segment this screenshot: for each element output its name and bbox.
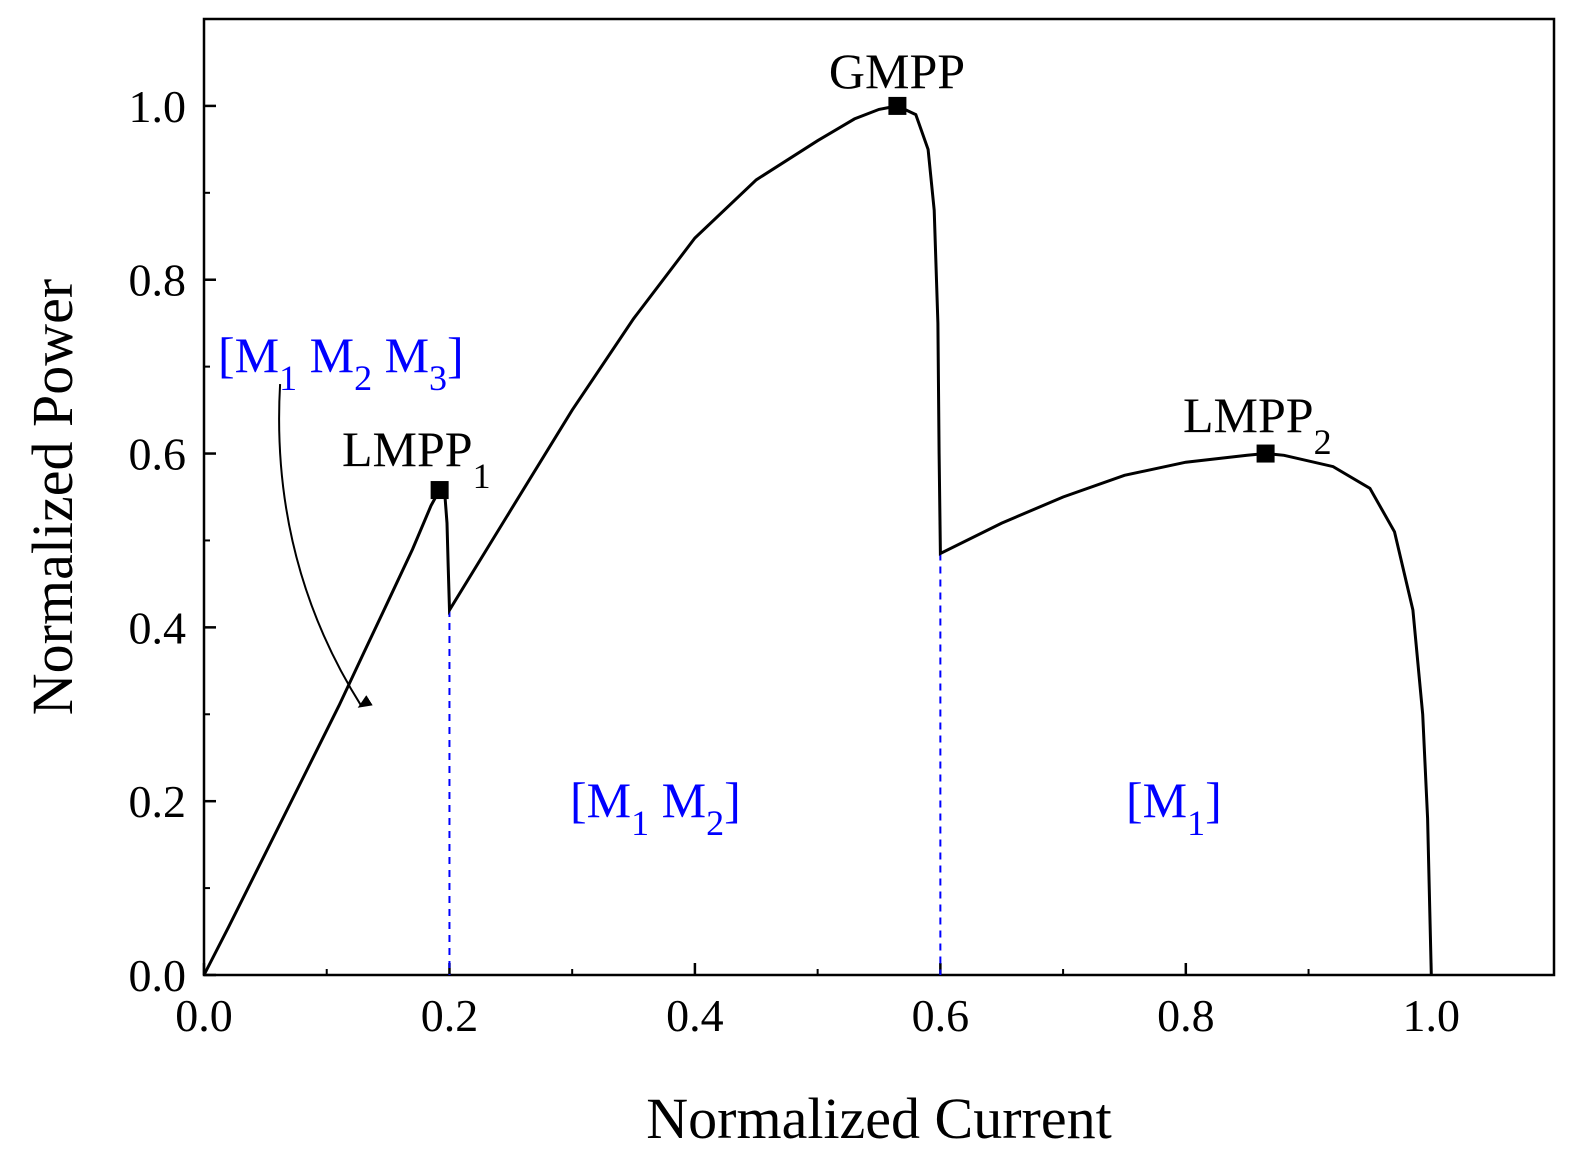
- r2-open: [M: [570, 772, 631, 828]
- r2-m2: M: [649, 772, 706, 828]
- r1-sub1: 1: [279, 358, 297, 398]
- x-tick-label: 0.2: [421, 990, 479, 1041]
- lmpp2-label-main: LMPP: [1183, 387, 1314, 443]
- y-axis-ticks: 0.0 0.2 0.4 0.6 0.8 1.0: [129, 81, 216, 1001]
- region-label-m1: [M1]: [1126, 772, 1222, 843]
- y-tick-label: 0.0: [129, 950, 187, 1001]
- y-tick-label: 0.2: [129, 776, 187, 827]
- r1-sub3: 3: [429, 358, 447, 398]
- y-tick-label: 0.4: [129, 602, 187, 653]
- plot-frame: [202, 17, 1556, 977]
- lmpp2-label: LMPP2: [1183, 387, 1332, 462]
- r3-open: [M: [1126, 772, 1187, 828]
- r1-sub2: 2: [354, 358, 372, 398]
- x-axis-title: Normalized Current: [646, 1086, 1111, 1151]
- marker-lmpp2: [1256, 444, 1275, 463]
- gmpp-label: GMPP: [829, 43, 965, 99]
- x-tick-label: 1.0: [1403, 990, 1461, 1041]
- r2-close: ]: [724, 772, 741, 828]
- y-tick-label: 0.8: [129, 255, 187, 306]
- x-axis-ticks: 0.0 0.2 0.4 0.6 0.8 1.0: [175, 963, 1460, 1041]
- x-tick-label: 0.0: [175, 990, 233, 1041]
- r2-sub2: 2: [706, 803, 724, 843]
- region-label-m1m2: [M1 M2]: [570, 772, 741, 843]
- region1-arrow: [278, 383, 373, 708]
- r1-m3: M: [372, 327, 429, 383]
- r2-sub1: 1: [631, 803, 649, 843]
- r3-close: ]: [1205, 772, 1222, 828]
- r1-m2: M: [297, 327, 354, 383]
- y-tick-label: 0.6: [129, 429, 187, 480]
- x-tick-label: 0.8: [1157, 990, 1215, 1041]
- r1-close: ]: [447, 327, 464, 383]
- mpp-markers: [430, 96, 1275, 500]
- region-boundaries: [448, 553, 942, 975]
- r3-sub1: 1: [1187, 803, 1205, 843]
- marker-gmpp: [888, 96, 907, 115]
- x-tick-label: 0.4: [666, 990, 724, 1041]
- lmpp1-label: LMPP1: [342, 421, 491, 496]
- y-tick-label: 1.0: [129, 81, 187, 132]
- power-curve: [202, 104, 1433, 976]
- lmpp1-label-sub: 1: [473, 456, 491, 496]
- r1-open: [M: [218, 327, 279, 383]
- lmpp2-label-sub: 2: [1314, 422, 1332, 462]
- y-axis-title: Normalized Power: [20, 279, 85, 715]
- x-tick-label: 0.6: [912, 990, 970, 1041]
- region-label-m1m2m3: [M1 M2 M3]: [218, 327, 464, 398]
- marker-lmpp1: [430, 481, 449, 500]
- lmpp1-label-main: LMPP: [342, 421, 473, 477]
